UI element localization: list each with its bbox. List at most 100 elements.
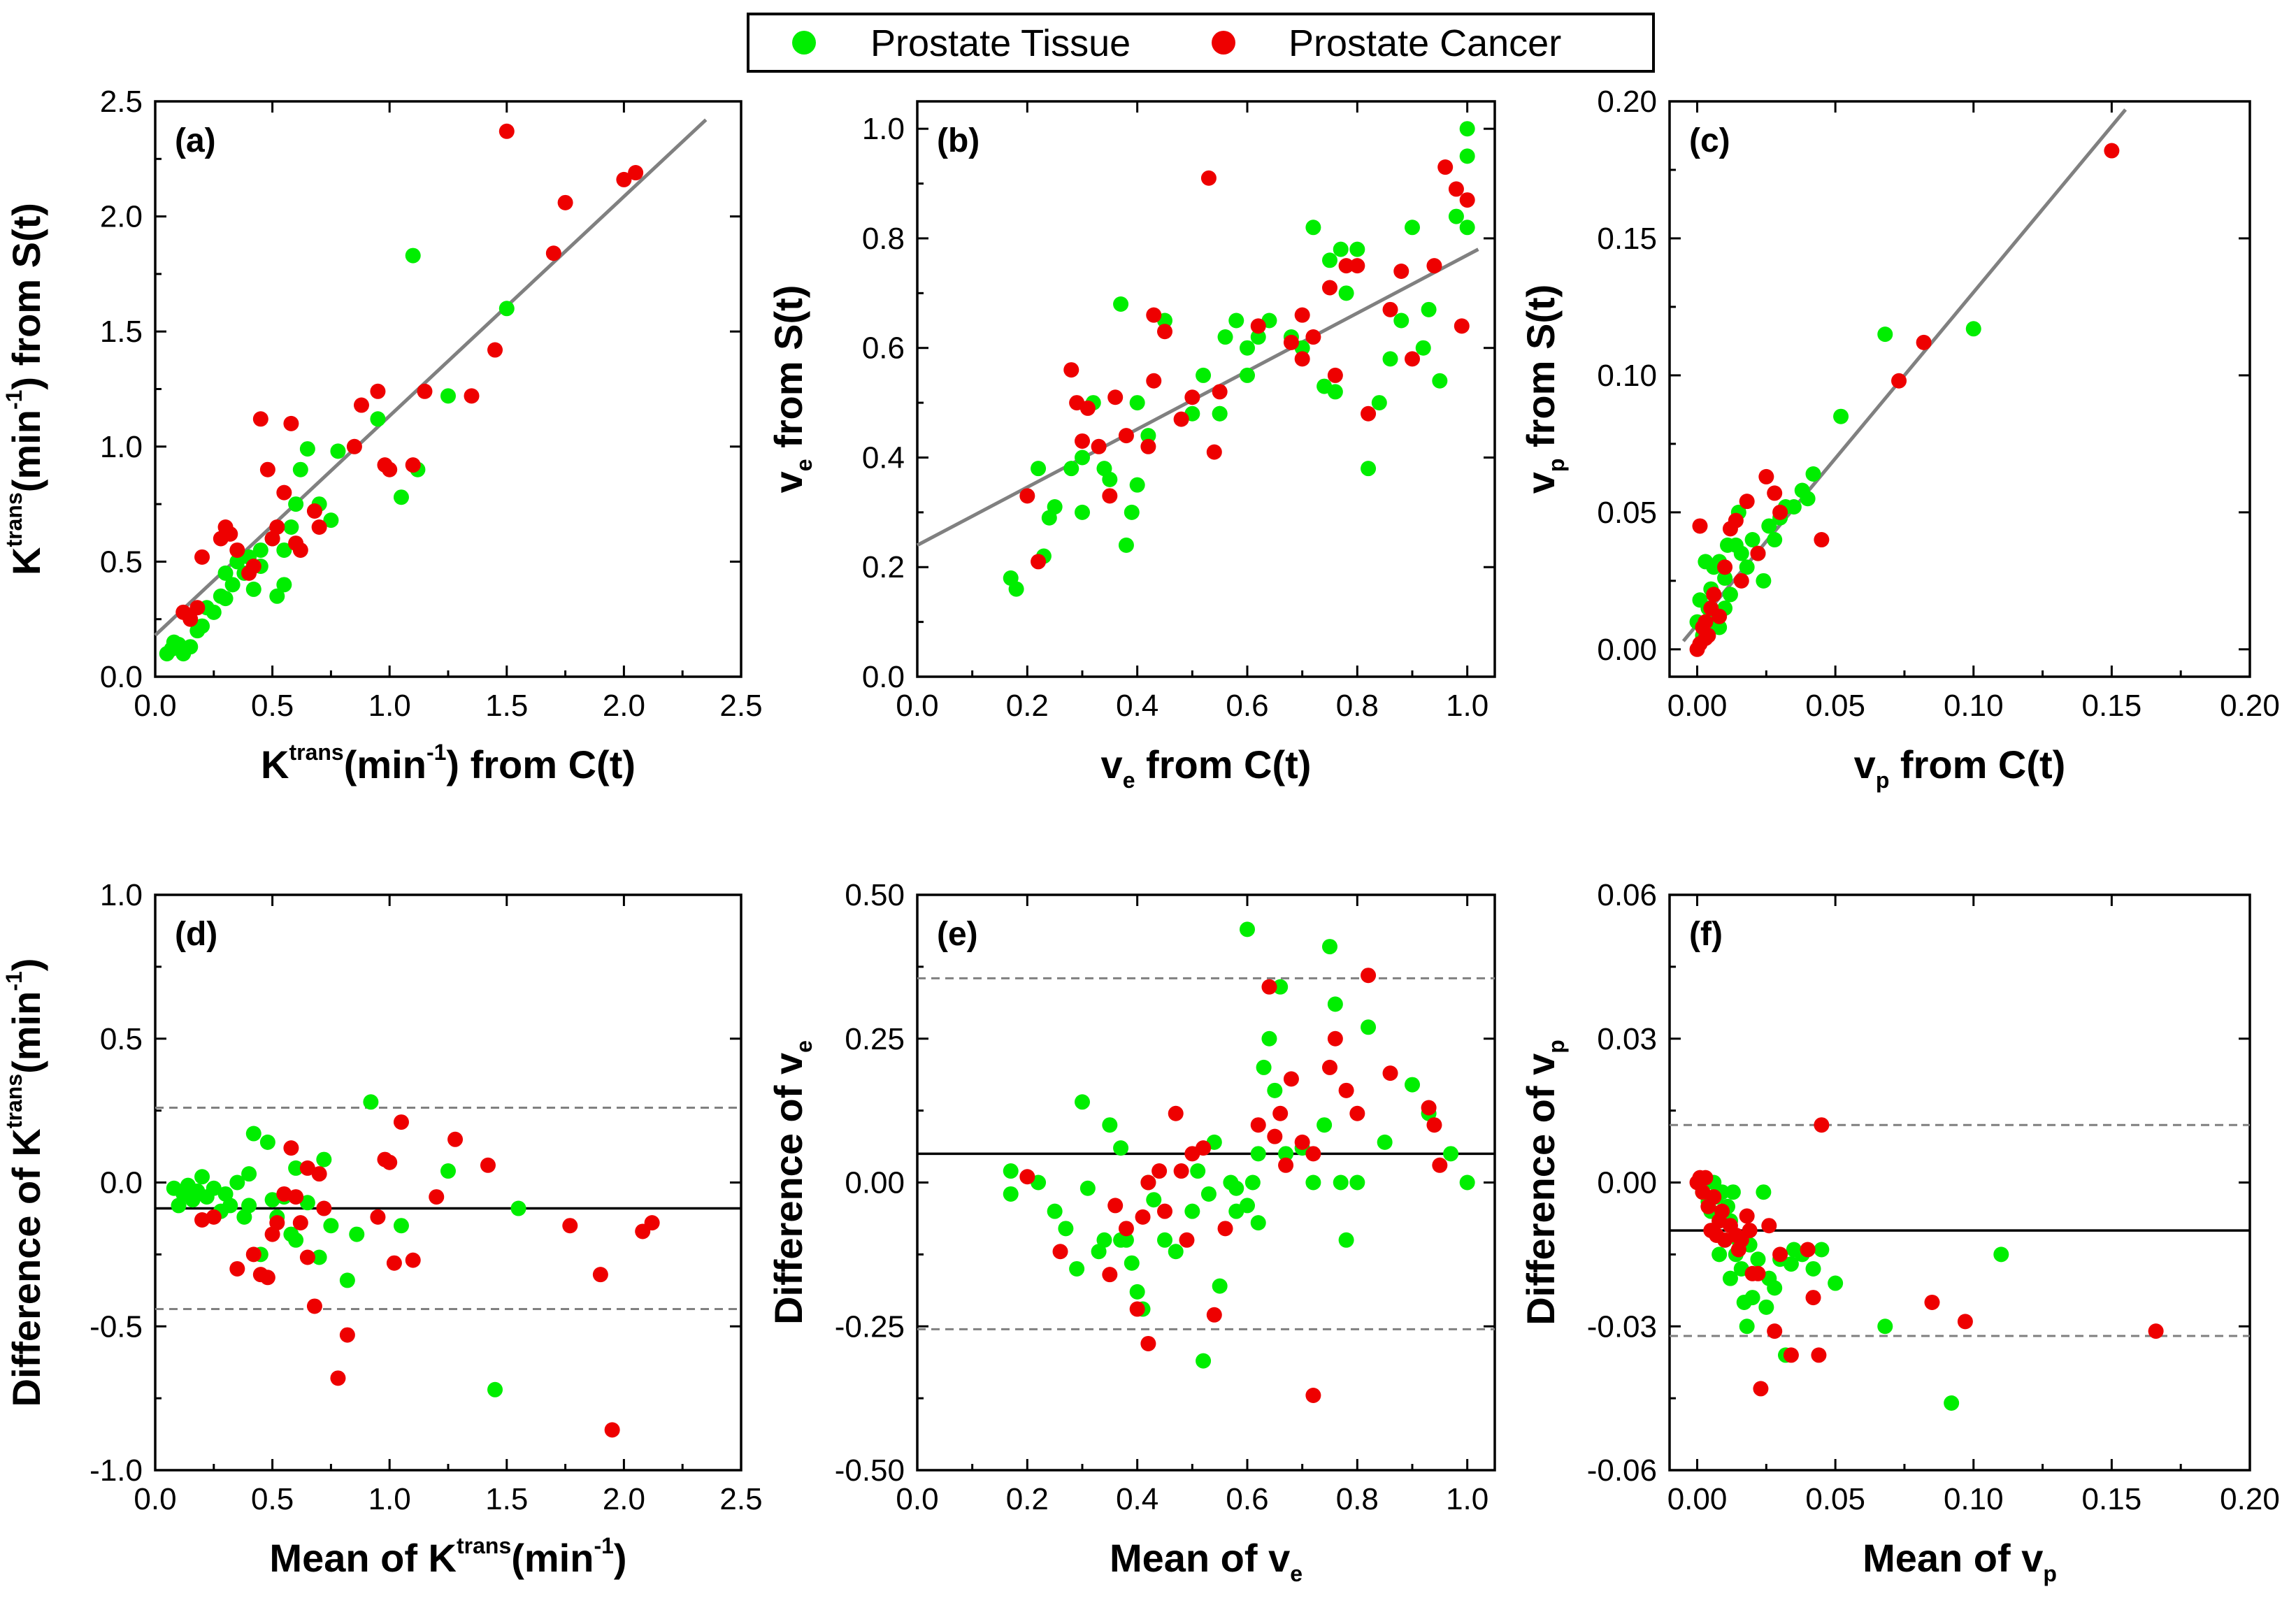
cancer-point (1338, 258, 1354, 274)
tissue-point (1338, 1232, 1354, 1248)
cancer-point (464, 388, 480, 404)
cancer-point (1437, 159, 1454, 175)
cancer-point (1349, 258, 1365, 274)
cancer-point (370, 1209, 386, 1225)
cancer-point (1322, 1059, 1337, 1075)
tissue-point (1124, 1255, 1140, 1271)
x-axis-title: Mean of vp​ (1863, 1536, 2057, 1586)
cancer-point (276, 484, 292, 501)
tissue-point (1333, 1174, 1349, 1191)
cancer-point (1783, 1347, 1799, 1363)
tissue-point (224, 577, 241, 593)
tissue-point (1805, 466, 1821, 482)
cancer-point (1102, 1267, 1118, 1283)
x-tick-label: 0.5 (251, 689, 294, 723)
cancer-point (1426, 1117, 1442, 1133)
tissue-point (182, 639, 199, 655)
cancer-point (405, 457, 421, 473)
cancer-point (229, 542, 245, 558)
regression-line (154, 118, 708, 637)
x-tick-label: 0.0 (134, 689, 176, 723)
cancer-point (306, 503, 322, 519)
tissue-point (299, 1195, 315, 1211)
tissue-point (1322, 939, 1337, 955)
tissue-point (299, 441, 315, 457)
tissue-point (1415, 340, 1431, 356)
cancer-point (1305, 329, 1321, 345)
tissue-point (1377, 1134, 1393, 1150)
cancer-point (252, 411, 268, 427)
cancer-point (1698, 631, 1714, 647)
x-tick-label: 1.5 (485, 689, 528, 723)
x-tick-label: 0.5 (251, 1482, 294, 1516)
cancer-point (644, 1215, 660, 1231)
tissue-point (245, 1126, 261, 1142)
x-tick-label: 2.0 (603, 689, 645, 723)
cancer-point (1916, 334, 1932, 350)
cancer-point (269, 519, 285, 536)
cancer-point (245, 1246, 261, 1263)
cancer-point (1814, 532, 1830, 548)
cancer-point (1140, 1174, 1156, 1191)
panel-d: 0.0 0.5 1.0 1.5 2.0 2.5 -1.0 -0.5 0.0 0.5 1.0 (d) Me… (1, 878, 763, 1580)
tissue-point (405, 247, 421, 264)
tissue-point (1031, 461, 1047, 477)
tissue-point (1196, 1353, 1212, 1369)
cancer-point (1283, 334, 1299, 350)
tissue-point (1075, 504, 1090, 520)
tissue-point (1146, 1192, 1162, 1208)
cancer-point (1173, 1163, 1189, 1179)
cancer-point (1706, 587, 1722, 603)
tissue-point (323, 512, 339, 529)
y-tick-label: 0.0 (100, 1166, 143, 1200)
tissue-point (264, 1192, 280, 1208)
plot-frame (916, 100, 1496, 678)
panel-a: 0.0 0.5 1.0 1.5 2.0 2.5 0.0 0.5 1.0 1.5 2.0 2.5 (a) K… (1, 85, 763, 786)
cancer-point (1712, 608, 1728, 624)
tissue-point (1805, 1260, 1821, 1277)
cancer-point (447, 1131, 464, 1147)
tissue-point (194, 1169, 210, 1185)
panel-label: (e) (937, 916, 978, 953)
x-tick-label: 1.0 (1446, 689, 1488, 723)
y-axis-title: ve from S(t) (766, 285, 817, 494)
tissue-point (1722, 1270, 1738, 1286)
tissue-point (487, 1381, 503, 1397)
x-tick-label: 0.20 (2220, 1482, 2280, 1516)
tissue-point (1129, 477, 1145, 493)
tissue-point (1168, 1244, 1184, 1260)
cancer-point (1761, 1218, 1777, 1234)
y-tick-label: 1.0 (100, 430, 143, 464)
tissue-point (1733, 545, 1749, 561)
y-axis-title: Difference of vp​ (1519, 1040, 1569, 1325)
tissue-point (252, 542, 268, 558)
tissue-point (222, 1198, 238, 1214)
x-tick-label: 2.5 (719, 1482, 762, 1516)
cancer-point (1750, 545, 1766, 561)
tissue-point (1712, 1246, 1728, 1263)
y-tick-label: -0.25 (835, 1309, 905, 1344)
cancer-point (1327, 1030, 1343, 1047)
cancer-point (429, 1189, 445, 1205)
tissue-point (1739, 559, 1755, 575)
tissue-point (1405, 1077, 1420, 1093)
cancer-point (1698, 614, 1714, 630)
cancer-point (194, 1212, 210, 1228)
cancer-point (370, 383, 386, 399)
tissue-point (1124, 504, 1140, 520)
tissue-point (1459, 1174, 1475, 1191)
x-tick-label: 0.2 (1006, 1482, 1049, 1516)
tissue-point (1305, 220, 1321, 236)
cancer-point (1814, 1117, 1830, 1133)
tissue-point (1102, 1117, 1118, 1133)
tissue-point (276, 577, 292, 593)
tissue-point (1756, 1184, 1772, 1200)
tissue-point (217, 1186, 234, 1202)
x-tick-label: 0.6 (1226, 1482, 1268, 1516)
x-tick-label: 0.0 (134, 1482, 176, 1516)
cancer-point (1382, 301, 1398, 317)
legend-label-cancer: Prostate Cancer (1289, 22, 1561, 64)
tissue-point (1047, 1203, 1063, 1219)
cancer-point (1421, 1100, 1437, 1116)
cancer-point (1146, 307, 1162, 323)
